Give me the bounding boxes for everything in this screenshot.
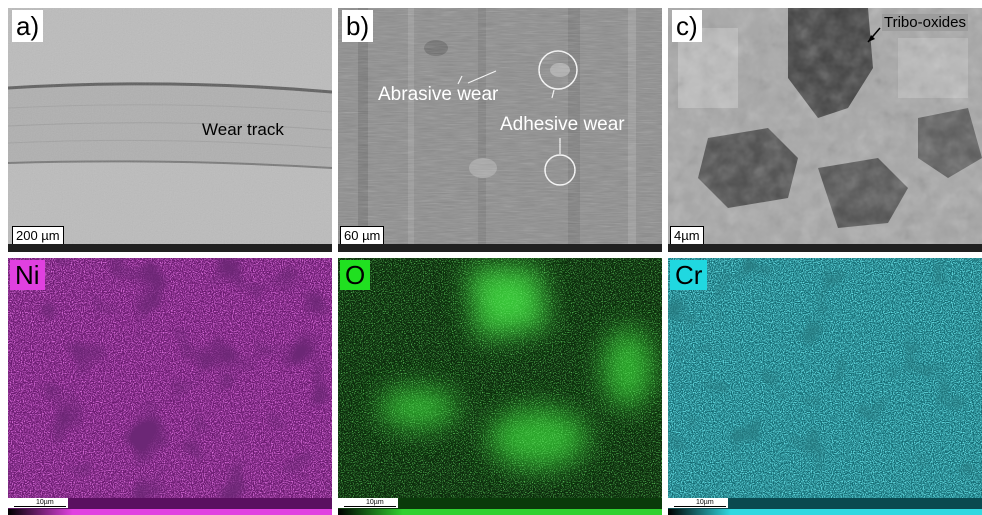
scale-bar-a: 200 µm [12, 226, 64, 246]
eds-map-cr: Cr 10µm [668, 258, 982, 515]
sem-info-bar-b [338, 244, 662, 252]
map-scale-label-o: 10µm [366, 499, 384, 506]
map-scale-o: 10µm [338, 498, 398, 508]
eds-map-o: O 10µm [338, 258, 662, 515]
sem-info-bar-a [8, 244, 332, 252]
scale-label-c: 4µm [674, 228, 700, 243]
map-scale-ni: 10µm [8, 498, 68, 508]
element-label-cr: Cr [670, 260, 708, 290]
sem-image-c [668, 8, 982, 252]
adhesive-wear-label: Adhesive wear [500, 114, 625, 135]
eds-map-cr-image [668, 258, 982, 498]
tribo-oxides-label: Tribo-oxides [882, 14, 968, 31]
eds-map-o-image [338, 258, 662, 498]
map-scale-line-cr [674, 506, 726, 507]
panel-c-label: c) [672, 10, 702, 42]
scale-bar-c: 4µm [670, 226, 704, 246]
map-scale-line-o [344, 506, 396, 507]
sem-panel-a: Wear track a) 200 µm [8, 8, 332, 252]
wear-track-label: Wear track [202, 120, 284, 139]
map-scale-line-ni [14, 506, 66, 507]
eds-map-ni: Ni 10µm [8, 258, 332, 515]
sem-panel-b: Abrasive wear Adhesive wear b) 60 µm [338, 8, 662, 252]
colorbar-cr [668, 509, 982, 515]
sem-panel-c: Tribo-oxides c) 4µm [668, 8, 982, 252]
sem-image-a [8, 8, 332, 252]
scale-bar-b: 60 µm [340, 226, 385, 246]
colorbar-o [338, 509, 662, 515]
panel-a-label: a) [12, 10, 44, 42]
panel-b-label: b) [342, 10, 374, 42]
colorbar-ni [8, 509, 332, 515]
sem-image-b [338, 8, 662, 252]
scale-label-a: 200 µm [16, 228, 60, 243]
sem-info-bar-c [668, 244, 982, 252]
element-label-o: O [340, 260, 371, 290]
map-scale-label-cr: 10µm [696, 499, 714, 506]
map-scale-cr: 10µm [668, 498, 728, 508]
element-label-ni: Ni [10, 260, 45, 290]
scale-label-b: 60 µm [344, 228, 381, 243]
eds-map-ni-image [8, 258, 332, 498]
abrasive-wear-label: Abrasive wear [378, 84, 499, 105]
map-scale-label-ni: 10µm [36, 499, 54, 506]
